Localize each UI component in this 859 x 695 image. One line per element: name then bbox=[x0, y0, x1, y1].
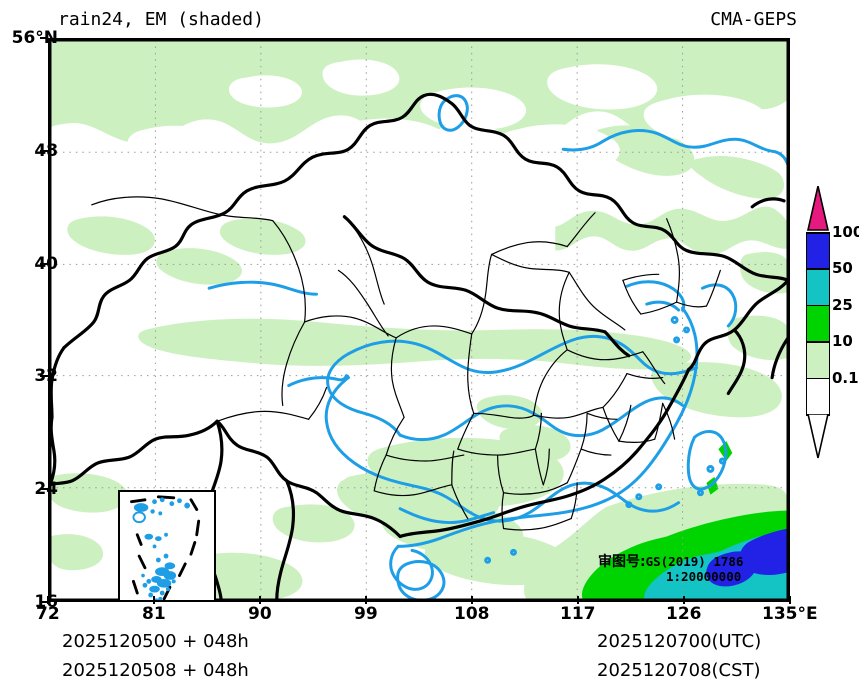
map-approval-code: GS(2019) 1786 bbox=[645, 554, 744, 569]
map-approval-prefix: 审图号: bbox=[598, 554, 646, 570]
x-axis-tick bbox=[259, 596, 261, 604]
colorbar-boundary bbox=[806, 377, 830, 380]
x-axis-tick-label: 81 bbox=[142, 604, 166, 624]
page-title: rain24, EM (shaded) bbox=[58, 9, 264, 30]
x-axis-tick bbox=[577, 596, 579, 604]
colorbar-tick-label: 25 bbox=[832, 295, 853, 314]
colorbar-boundary bbox=[806, 268, 830, 270]
colorbar-boundary bbox=[806, 304, 830, 307]
x-axis-tick-label: 99 bbox=[354, 604, 378, 624]
colorbar-boundary bbox=[806, 341, 830, 343]
footer-valid-cst: 2025120708(CST) bbox=[597, 660, 761, 681]
colorbar-segment bbox=[806, 268, 830, 305]
colorbar-tick-label: 10 bbox=[832, 332, 853, 351]
map-approval-number: 审图号:GS(2019) 1786 bbox=[598, 551, 743, 571]
colorbar-segment bbox=[806, 232, 830, 269]
colorbar-tick-label: 0.1 bbox=[832, 368, 859, 387]
precipitation-map bbox=[50, 40, 788, 600]
x-axis-tick bbox=[683, 596, 685, 604]
model-name-label: CMA-GEPS bbox=[710, 9, 797, 30]
inset-map-graphic bbox=[120, 492, 214, 600]
x-axis-tick bbox=[365, 596, 367, 604]
x-axis-tick-label: 108 bbox=[454, 604, 490, 624]
x-axis-tick bbox=[153, 596, 155, 604]
national-boundary bbox=[50, 92, 788, 600]
x-axis-tick-label: 72 bbox=[36, 604, 60, 624]
footer-valid-utc: 2025120700(UTC) bbox=[597, 631, 762, 652]
rivers-and-coastline bbox=[207, 94, 788, 600]
y-axis-tick bbox=[40, 488, 48, 491]
shading-band-below-0.1 bbox=[127, 59, 768, 201]
colorbar-segment bbox=[806, 304, 830, 342]
colorbar-segment bbox=[806, 341, 830, 378]
x-axis-tick-label: 117 bbox=[560, 604, 596, 624]
provincial-boundaries bbox=[91, 196, 721, 531]
precipitation-colorbar: 100 50 25 10 0.1 bbox=[806, 223, 859, 416]
footer-init-utc: 2025120500 + 048h bbox=[62, 631, 249, 652]
y-axis-tick bbox=[40, 37, 48, 39]
x-axis-tick-label: 126 bbox=[666, 604, 702, 624]
x-axis-tick-label: 90 bbox=[248, 604, 272, 624]
colorbar-segment bbox=[806, 377, 830, 414]
x-axis-tick bbox=[789, 596, 791, 604]
y-axis-tick bbox=[40, 149, 48, 152]
map-plot-area: 1:40000000 bbox=[48, 38, 790, 602]
y-axis-tick bbox=[40, 601, 48, 603]
colorbar-tick-label: 50 bbox=[832, 259, 853, 278]
footer-init-cst: 2025120508 + 048h bbox=[62, 660, 249, 681]
colorbar-tick-label: 100 bbox=[832, 223, 859, 241]
shading-band-50-100 bbox=[706, 528, 788, 587]
x-axis-tick bbox=[47, 596, 49, 604]
colorbar-boundary bbox=[806, 232, 830, 234]
x-axis-tick bbox=[471, 596, 473, 604]
y-axis-tick-label: 56°N bbox=[11, 28, 58, 48]
y-axis-tick bbox=[40, 262, 48, 265]
x-axis-tick-label: 135°E bbox=[762, 604, 818, 624]
map-approval-scale: 1:20000000 bbox=[666, 569, 742, 584]
y-axis-tick bbox=[40, 375, 48, 378]
south-china-sea-inset-map: 1:40000000 bbox=[118, 490, 216, 600]
